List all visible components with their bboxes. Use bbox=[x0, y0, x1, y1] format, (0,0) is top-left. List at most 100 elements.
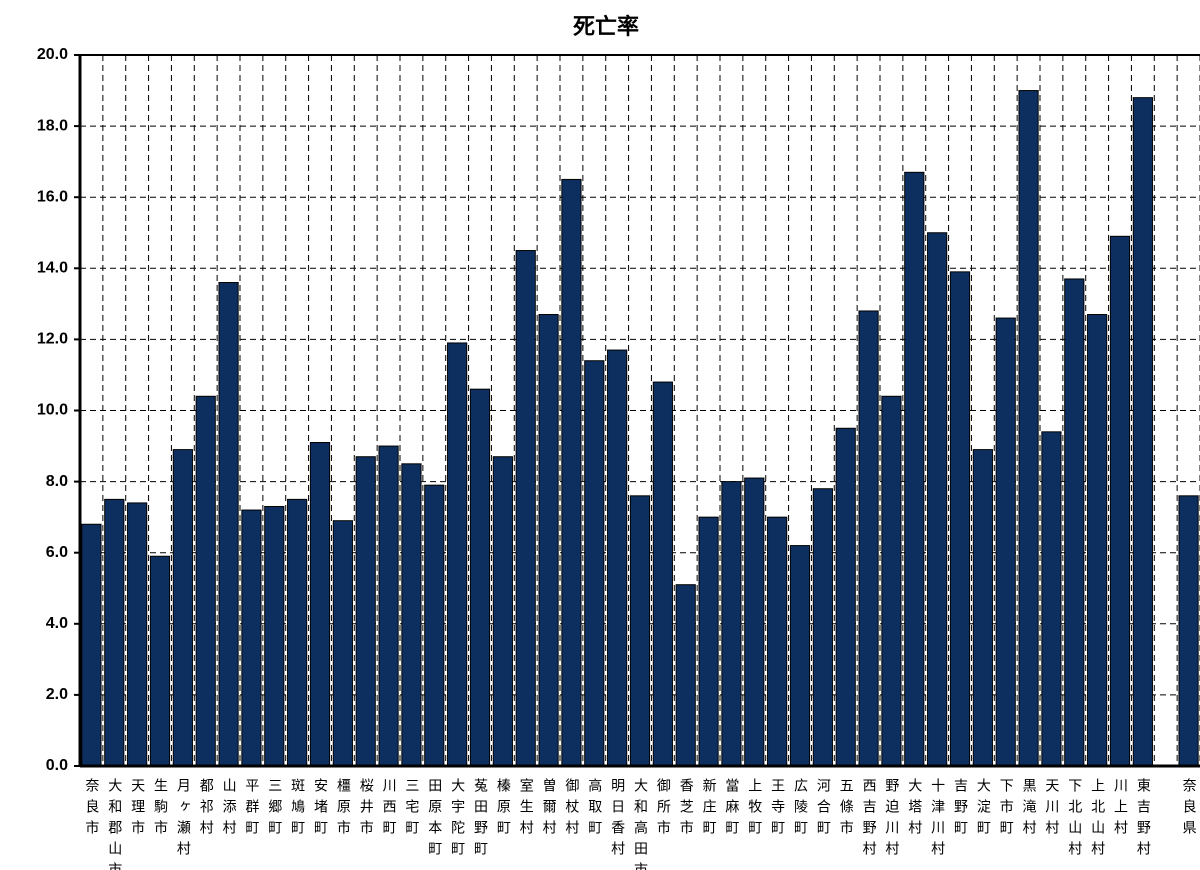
bar bbox=[927, 232, 948, 767]
bar bbox=[515, 250, 536, 767]
bar bbox=[309, 441, 331, 767]
y-tick-label: 6.0 bbox=[46, 544, 68, 561]
x-tick-label: 天理市 bbox=[129, 778, 145, 841]
bar bbox=[401, 463, 422, 767]
y-tick-label: 18.0 bbox=[37, 117, 68, 134]
x-tick-label: 大宇陀町 bbox=[449, 778, 465, 862]
x-tick-label: 月ヶ瀬村 bbox=[175, 778, 191, 862]
bar bbox=[538, 314, 559, 767]
x-tick-label: 橿原市 bbox=[335, 778, 351, 841]
bar bbox=[698, 516, 719, 767]
bar bbox=[1018, 90, 1039, 767]
bar bbox=[949, 271, 971, 767]
bar bbox=[264, 505, 285, 767]
bar bbox=[81, 523, 102, 767]
y-tick-label: 10.0 bbox=[37, 402, 68, 419]
x-tick-label: 奈良県 bbox=[1181, 778, 1197, 841]
x-tick-label: 大淀町 bbox=[975, 778, 991, 841]
x-tick-label: 王寺町 bbox=[769, 778, 785, 841]
x-tick-label: 十津川村 bbox=[929, 778, 945, 862]
x-tick-label: 明日香村 bbox=[609, 778, 625, 862]
bar bbox=[149, 555, 171, 767]
bar bbox=[881, 395, 902, 767]
bar bbox=[652, 381, 673, 767]
x-tick-label: 三宅町 bbox=[403, 778, 419, 841]
bar bbox=[561, 178, 582, 767]
x-tick-label: 下市町 bbox=[998, 778, 1014, 841]
y-tick-label: 14.0 bbox=[37, 260, 68, 277]
bar bbox=[1041, 431, 1062, 767]
bar bbox=[287, 498, 308, 767]
x-tick-label: 大塔村 bbox=[906, 778, 922, 841]
bar bbox=[607, 349, 628, 767]
bar bbox=[241, 509, 262, 767]
bar bbox=[218, 282, 239, 767]
x-tick-label: 高取町 bbox=[586, 777, 602, 841]
bar bbox=[1064, 278, 1085, 767]
x-tick-label: 吉野町 bbox=[952, 778, 968, 841]
x-tick-label: 川上村 bbox=[1112, 778, 1128, 841]
bar bbox=[675, 584, 696, 767]
y-tick-label: 8.0 bbox=[46, 473, 68, 490]
x-tick-label: 河合町 bbox=[815, 778, 831, 841]
bar bbox=[812, 488, 833, 767]
bar bbox=[972, 449, 993, 767]
x-tick-label: 曽爾村 bbox=[541, 778, 557, 841]
x-tick-label: 大和郡山市 bbox=[106, 778, 122, 870]
y-tick-label: 0.0 bbox=[46, 757, 68, 774]
bar bbox=[1178, 495, 1199, 767]
bar bbox=[721, 481, 742, 767]
x-tick-label: 御杖村 bbox=[563, 778, 579, 841]
bar bbox=[172, 449, 193, 767]
bar bbox=[332, 520, 353, 767]
x-tick-label: 平群町 bbox=[243, 778, 259, 841]
x-tick-label: 菟田野町 bbox=[472, 778, 488, 862]
x-tick-label: 生駒市 bbox=[152, 778, 168, 841]
bar bbox=[858, 310, 879, 767]
bar bbox=[355, 456, 376, 767]
bar bbox=[424, 484, 445, 767]
x-tick-label: 西吉野村 bbox=[861, 778, 877, 862]
bar bbox=[378, 445, 399, 767]
bar bbox=[584, 360, 605, 767]
x-tick-label: 御所市 bbox=[655, 778, 671, 841]
bar bbox=[789, 545, 811, 767]
x-tick-label: 野迫川村 bbox=[883, 778, 899, 862]
x-tick-label: 榛原町 bbox=[495, 777, 511, 841]
bar bbox=[1132, 97, 1153, 767]
x-tick-label: 山添村 bbox=[221, 778, 237, 841]
x-tick-label: 上牧町 bbox=[746, 778, 762, 841]
bar bbox=[1109, 235, 1131, 767]
x-tick-label: 當麻町 bbox=[723, 778, 739, 841]
y-tick-label: 16.0 bbox=[37, 188, 68, 205]
x-tick-label: 大和高田市 bbox=[632, 778, 648, 870]
x-tick-label: 桜井市 bbox=[358, 778, 374, 841]
chart-title: 死亡率 bbox=[573, 14, 639, 40]
bar bbox=[469, 388, 491, 767]
bar bbox=[744, 477, 765, 767]
x-tick-label: 香芝市 bbox=[678, 778, 694, 841]
x-tick-label: 上北山村 bbox=[1089, 778, 1105, 862]
bar bbox=[195, 395, 216, 767]
bar bbox=[835, 427, 856, 767]
bar bbox=[629, 495, 651, 767]
x-tick-label: 三郷町 bbox=[266, 778, 282, 841]
x-tick-label: 奈良市 bbox=[83, 778, 99, 841]
x-tick-label: 都祁村 bbox=[198, 778, 214, 841]
bar bbox=[447, 342, 468, 767]
bar bbox=[1087, 314, 1108, 767]
x-tick-label: 田原本町 bbox=[426, 778, 442, 862]
y-tick-label: 20.0 bbox=[37, 46, 68, 63]
bar bbox=[492, 456, 513, 767]
x-tick-label: 下北山村 bbox=[1066, 778, 1082, 862]
y-tick-label: 4.0 bbox=[46, 615, 68, 632]
bar bbox=[904, 171, 925, 767]
x-tick-label: 新庄町 bbox=[701, 778, 717, 841]
bar bbox=[995, 317, 1016, 767]
bar bbox=[767, 516, 788, 767]
x-tick-label: 広陵町 bbox=[792, 778, 808, 841]
bar bbox=[104, 498, 125, 767]
x-tick-label: 五條市 bbox=[838, 778, 854, 841]
x-tick-label: 東吉野村 bbox=[1135, 778, 1151, 862]
